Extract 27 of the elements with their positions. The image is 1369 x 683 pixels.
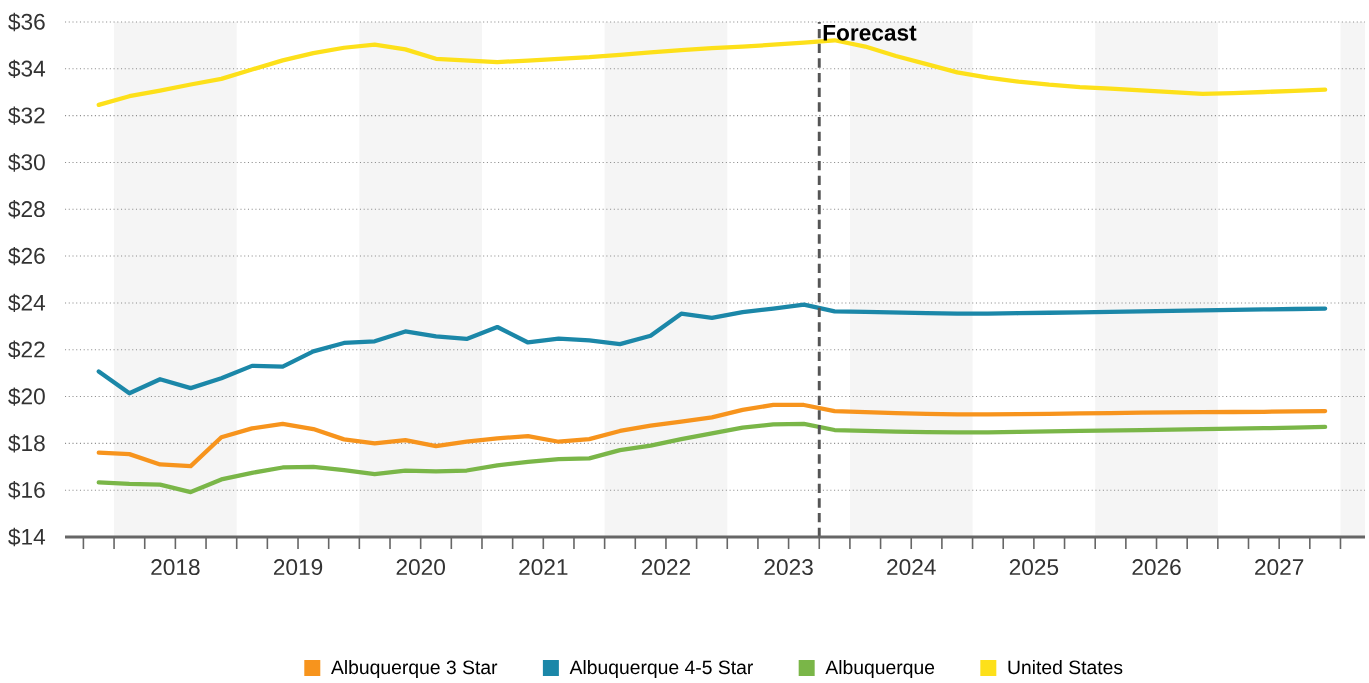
legend-label: Albuquerque 4-5 Star	[569, 660, 753, 679]
legend-label: Albuquerque	[825, 660, 935, 679]
x-tick-label: 2024	[887, 559, 936, 576]
legend-label: United States	[1008, 660, 1123, 675]
x-tick-label: 2022	[641, 559, 691, 576]
y-tick-label: $30	[8, 153, 45, 172]
y-tick-label: $36	[8, 12, 45, 32]
y-tick-label: $34	[8, 59, 46, 78]
y-tick-label: $14	[8, 527, 46, 547]
y-tick-label: $24	[8, 293, 46, 313]
y-tick-label: $18	[8, 434, 45, 453]
x-tick-label: 2025	[1009, 559, 1059, 576]
legend-label: Albuquerque 3 Star	[331, 660, 498, 679]
ref-line-label: Forecast	[823, 24, 917, 41]
x-tick-label: 2021	[519, 559, 568, 576]
x-tick-label: 2018	[151, 559, 200, 576]
x-tick-label: 2023	[764, 559, 813, 576]
x-tick-label: 2020	[396, 559, 445, 576]
y-tick-label: $28	[8, 200, 45, 219]
y-tick-label: $22	[8, 340, 45, 359]
y-tick-label: $16	[8, 481, 45, 500]
y-tick-label: $26	[8, 246, 45, 266]
y-tick-label: $20	[8, 387, 45, 406]
y-tick-label: $32	[8, 106, 45, 125]
x-tick-label: 2027	[1255, 559, 1304, 576]
x-tick-label: 2019	[273, 559, 323, 576]
x-tick-label: 2026	[1132, 559, 1181, 576]
